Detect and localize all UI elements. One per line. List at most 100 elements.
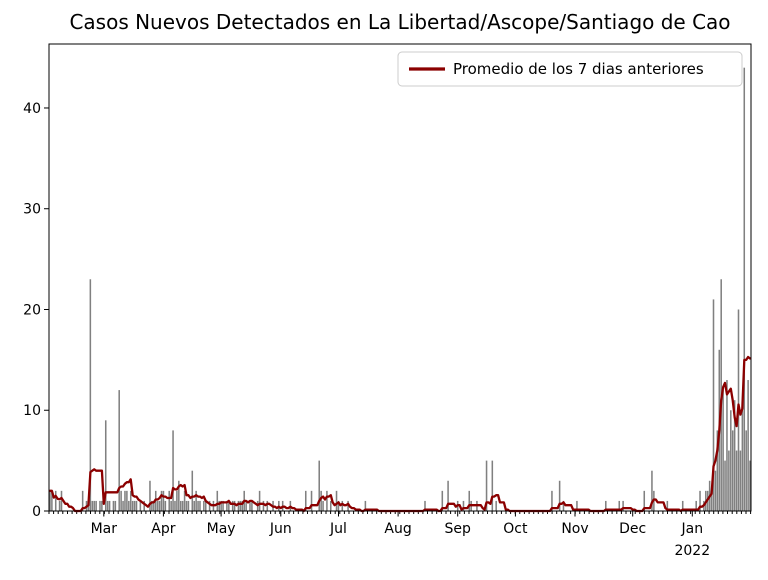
bar	[576, 500, 578, 511]
bar	[666, 500, 669, 511]
bar	[112, 500, 115, 511]
bar	[89, 279, 92, 511]
bar	[95, 500, 97, 511]
y-tick-label: 20	[23, 302, 41, 318]
chart-title: Casos Nuevos Detectados en La Libertad/A…	[69, 10, 730, 34]
bar	[58, 500, 61, 511]
y-tick-label: 10	[23, 403, 41, 419]
bar	[605, 500, 607, 511]
bar	[749, 460, 751, 511]
bar	[158, 500, 161, 511]
bar	[124, 490, 126, 511]
bar	[347, 500, 349, 511]
bar	[108, 500, 111, 511]
x-tick-label: Jul	[329, 521, 347, 537]
bar	[730, 410, 732, 511]
bar	[712, 299, 715, 511]
bar	[726, 380, 728, 511]
x-tick-label: Apr	[151, 521, 175, 537]
bar	[495, 500, 497, 511]
bar	[249, 500, 251, 511]
bar	[322, 500, 324, 511]
bar	[54, 490, 57, 511]
bar	[747, 380, 749, 511]
bar	[733, 400, 736, 511]
bar	[160, 490, 163, 511]
bar	[262, 500, 265, 511]
bar	[93, 500, 95, 511]
bar	[562, 500, 565, 511]
bar	[651, 470, 653, 511]
bar	[251, 500, 253, 511]
bar	[728, 450, 730, 511]
bar	[731, 430, 734, 511]
x-tick-label: Sep	[445, 521, 472, 537]
bar	[643, 490, 646, 511]
x-tick-label: Jun	[269, 521, 292, 537]
bars-layer	[49, 67, 751, 512]
bar	[131, 500, 134, 511]
legend-label: Promedio de los 7 dias anteriores	[453, 60, 704, 78]
bar	[143, 500, 145, 511]
bar	[133, 500, 136, 511]
bar	[51, 490, 53, 511]
y-tick-label: 0	[32, 504, 41, 520]
bar	[724, 460, 726, 511]
plot-border	[48, 43, 752, 512]
bar	[126, 490, 128, 511]
bar	[222, 500, 224, 511]
bar	[170, 500, 172, 511]
bar	[233, 500, 236, 511]
bar	[424, 500, 426, 511]
x-tick-label: May	[207, 521, 236, 537]
bar	[122, 500, 124, 511]
bar	[266, 500, 269, 511]
bar	[106, 500, 109, 511]
bar	[187, 500, 190, 511]
average-line	[48, 355, 752, 513]
bar	[81, 490, 84, 511]
bar	[622, 500, 624, 511]
bar	[551, 490, 553, 511]
bar	[176, 490, 178, 511]
average-line-layer	[48, 355, 752, 513]
bar	[735, 450, 738, 511]
bar	[310, 490, 313, 511]
bar	[228, 500, 230, 511]
bar	[558, 480, 561, 511]
bar	[91, 500, 94, 511]
bar	[139, 500, 142, 511]
bar	[329, 500, 332, 511]
legend-box	[397, 51, 743, 87]
bar	[135, 500, 138, 511]
bar	[151, 500, 153, 511]
bar	[304, 490, 307, 511]
bar	[149, 480, 151, 511]
bar	[231, 500, 234, 511]
bar	[193, 500, 195, 511]
bar	[741, 410, 744, 511]
bar	[320, 490, 322, 511]
bar	[462, 500, 465, 511]
bar	[220, 500, 222, 511]
bar	[241, 500, 244, 511]
bar	[156, 500, 159, 511]
bar	[218, 500, 220, 511]
bar	[128, 500, 130, 511]
bar	[191, 470, 194, 511]
bar	[118, 390, 120, 511]
bar	[341, 500, 344, 511]
bar	[208, 500, 211, 511]
bar	[239, 500, 242, 511]
bar	[714, 470, 717, 511]
bar	[153, 500, 155, 511]
bar	[258, 490, 261, 511]
bar	[491, 460, 494, 511]
bar	[162, 490, 165, 511]
bar	[181, 500, 184, 511]
bar	[618, 500, 621, 511]
legend: Promedio de los 7 dias anteriores	[397, 51, 743, 87]
bar	[681, 500, 684, 511]
bar	[468, 490, 471, 511]
